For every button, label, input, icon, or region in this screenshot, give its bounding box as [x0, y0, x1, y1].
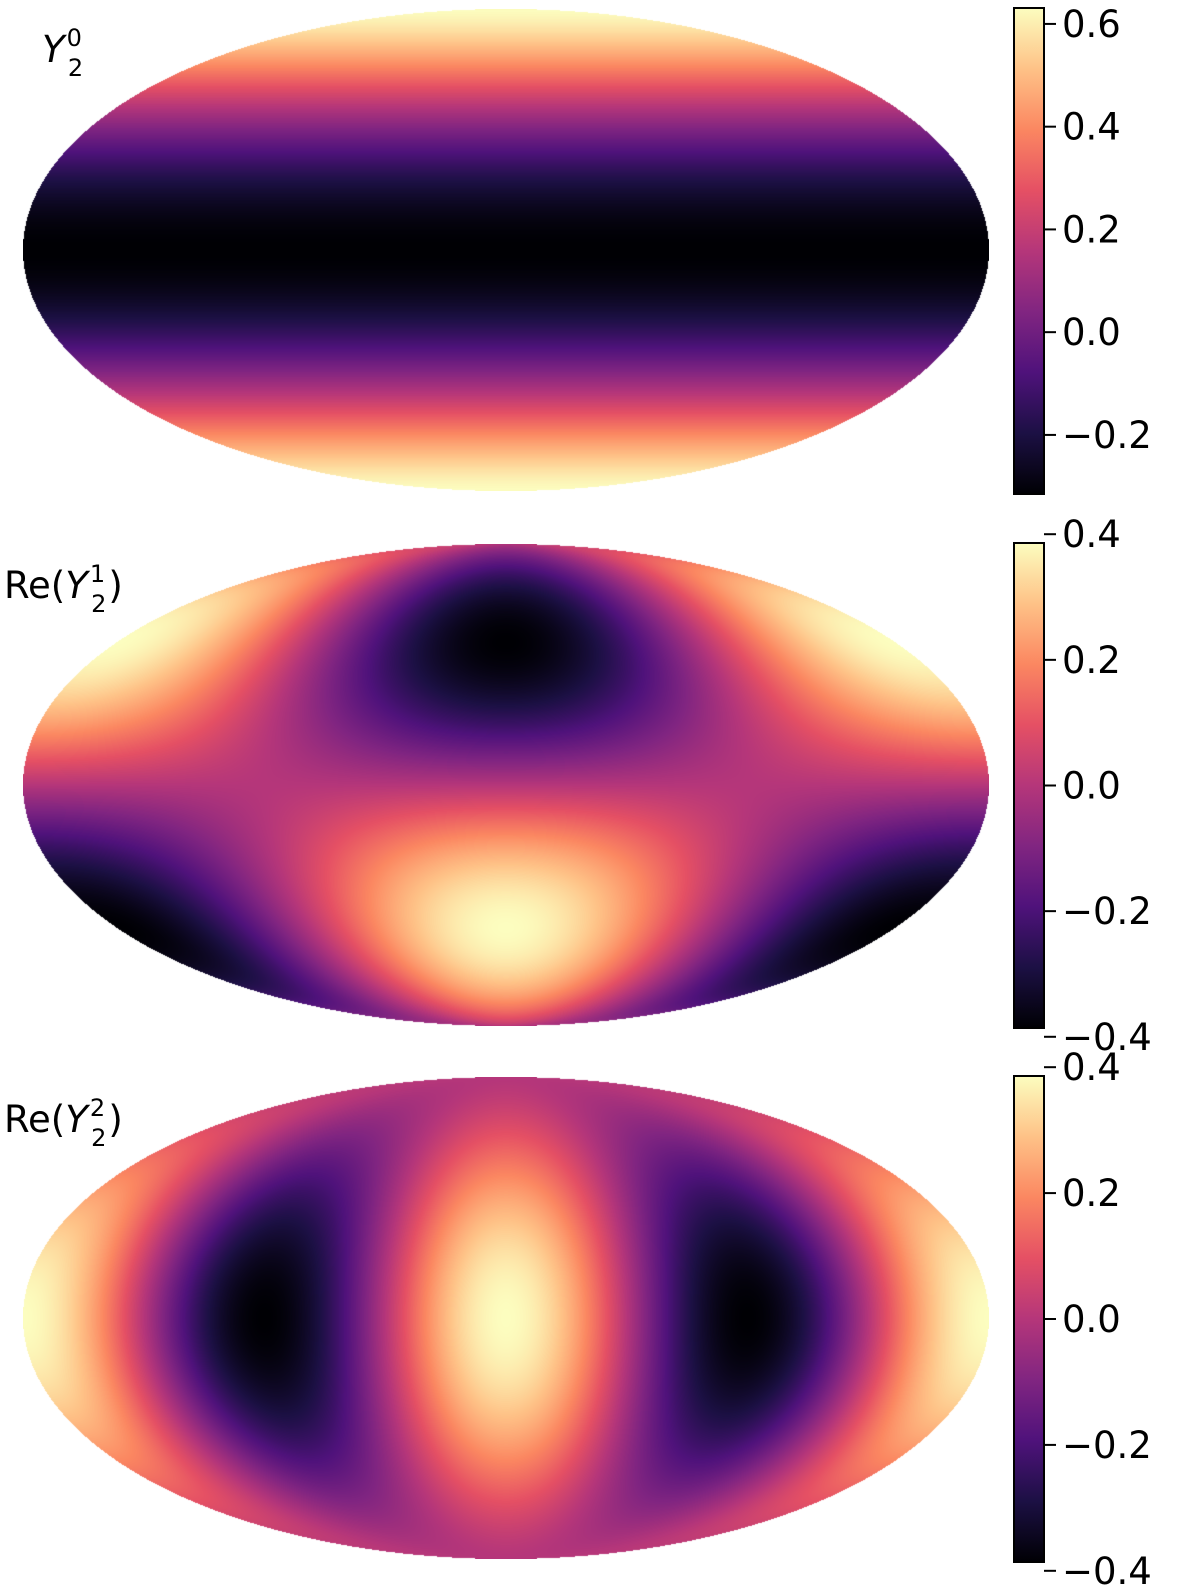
mollweide-map-2 [23, 544, 989, 1026]
label-subscript: 2 [68, 54, 83, 82]
label-prefix: Re( [4, 564, 65, 607]
panel-3: Re(Y2 2) 0.4 0.2 0.0 −0.2 −0.4 [4, 1046, 1152, 1590]
label-suffix: ) [108, 1098, 122, 1141]
colorbar-tick-label-2-2: 0.0 [1062, 765, 1121, 808]
panel-label-3: Re(Y2 2) [4, 1094, 123, 1152]
panel-2: Re(Y1 2) 0.4 0.2 0.0 −0.2 −0.4 [4, 513, 1152, 1059]
colorbar-tick-label-3-3: −0.2 [1062, 1424, 1152, 1467]
label-prefix: Re( [4, 1098, 65, 1141]
label-base: Y [42, 28, 67, 71]
colorbar-1 [1013, 7, 1045, 495]
colorbar-tick-label-1-3: 0.0 [1062, 311, 1121, 354]
label-subscript: 2 [91, 590, 106, 618]
colorbar-tick-label-2-0: 0.4 [1062, 513, 1121, 556]
colorbar-tick-label-1-0: 0.6 [1062, 3, 1121, 46]
colorbar-tick-label-3-4: −0.4 [1062, 1550, 1152, 1590]
label-suffix: ) [108, 564, 122, 607]
label-superscript: 2 [90, 1094, 105, 1122]
colorbar-tick-label-2-1: 0.2 [1062, 639, 1121, 682]
panel-label-2: Re(Y1 2) [4, 560, 123, 618]
mollweide-map-1 [23, 9, 989, 491]
label-base: Y [65, 1098, 90, 1141]
panel-label-1: Y0 2 [42, 24, 83, 82]
colorbar-tick-label-1-4: −0.2 [1062, 414, 1152, 457]
label-subscript: 2 [91, 1124, 106, 1152]
panel-1: Y0 2 0.6 0.4 0.2 0.0 −0.2 [23, 3, 1152, 495]
label-base: Y [65, 564, 90, 607]
colorbar-tick-label-2-4: −0.4 [1062, 1016, 1152, 1059]
colorbar-tick-label-1-2: 0.2 [1062, 208, 1121, 251]
colorbar-tick-label-3-2: 0.0 [1062, 1298, 1121, 1341]
colorbar-tick-label-3-1: 0.2 [1062, 1172, 1121, 1215]
colorbar-tick-label-2-3: −0.2 [1062, 890, 1152, 933]
label-superscript: 0 [67, 24, 82, 52]
colorbar-tick-label-1-1: 0.4 [1062, 106, 1121, 149]
colorbar-3 [1013, 1075, 1045, 1563]
mollweide-map-3 [23, 1077, 989, 1559]
colorbar-2 [1013, 542, 1045, 1029]
colorbar-tick-label-3-0: 0.4 [1062, 1046, 1121, 1089]
label-superscript: 1 [90, 560, 105, 588]
